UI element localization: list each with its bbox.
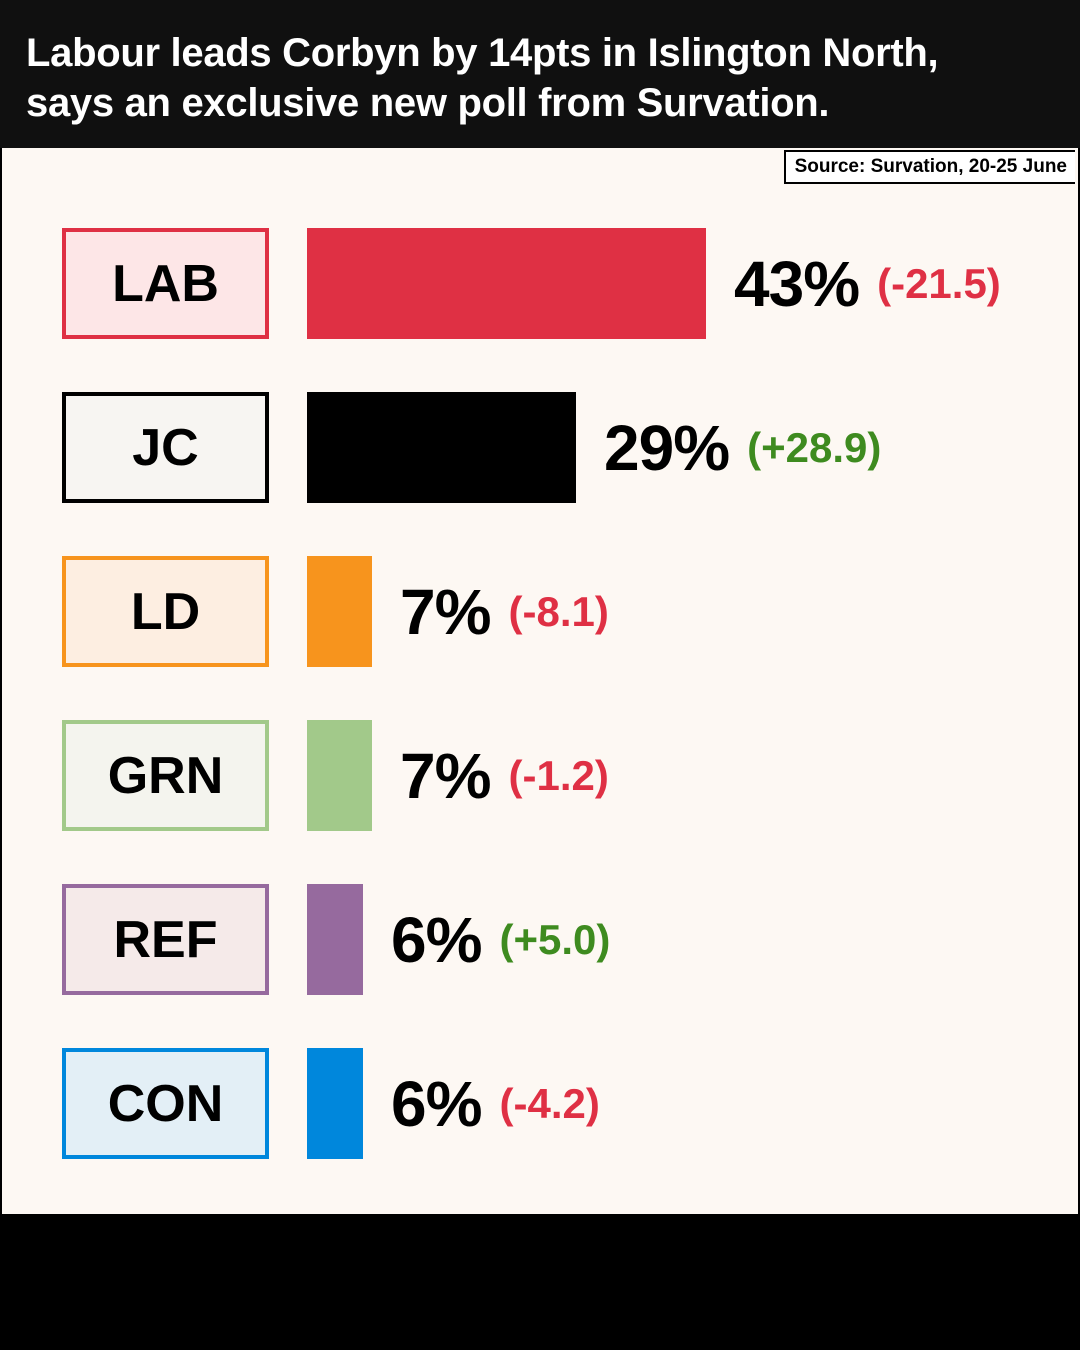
party-label-ld: LD [62,556,269,667]
change-label-lab: (-21.5) [877,259,1001,307]
bar-ref [307,884,363,995]
header-banner: Labour leads Corbyn by 14pts in Islingto… [0,0,1080,148]
party-label-jc: JC [62,392,269,503]
source-label: Source: Survation, 20-25 June [783,150,1075,184]
bar-row-grn: GRN 7% (-1.2) [2,720,1078,831]
value-label-con: 6% [391,1067,482,1140]
readout-jc: 29% (+28.9) [604,392,881,503]
title-line-1: Labour leads Corbyn by 14pts in Islingto… [26,31,939,75]
readout-ref: 6% (+5.0) [391,884,610,995]
party-label-ref: REF [62,884,269,995]
chart-panel: Source: Survation, 20-25 June LAB 43% (-21… [2,148,1078,1214]
bar-lab [307,228,706,339]
party-label-con: CON [62,1048,269,1159]
value-label-ld: 7% [400,575,491,648]
change-label-jc: (+28.9) [747,423,882,471]
bar-row-con: CON 6% (-4.2) [2,1048,1078,1159]
party-label-lab: LAB [62,228,269,339]
party-label-grn: GRN [62,720,269,831]
bar-row-lab: LAB 43% (-21.5) [2,228,1078,339]
change-label-con: (-4.2) [499,1079,600,1127]
bar-row-ld: LD 7% (-8.1) [2,556,1078,667]
readout-lab: 43% (-21.5) [734,228,1001,339]
value-label-lab: 43% [734,247,860,320]
readout-ld: 7% (-8.1) [400,556,609,667]
value-label-grn: 7% [400,739,491,812]
bar-jc [307,392,576,503]
change-label-grn: (-1.2) [508,751,609,799]
change-label-ref: (+5.0) [499,915,611,963]
readout-con: 6% (-4.2) [391,1048,600,1159]
page-title: Labour leads Corbyn by 14pts in Islingto… [26,28,939,128]
readout-grn: 7% (-1.2) [400,720,609,831]
bar-row-jc: JC 29% (+28.9) [2,392,1078,503]
value-label-jc: 29% [604,411,730,484]
bar-con [307,1048,363,1159]
bar-row-ref: REF 6% (+5.0) [2,884,1078,995]
change-label-ld: (-8.1) [508,587,609,635]
bar-grn [307,720,372,831]
bar-ld [307,556,372,667]
value-label-ref: 6% [391,903,482,976]
title-line-2: says an exclusive new poll from Survatio… [26,81,830,125]
